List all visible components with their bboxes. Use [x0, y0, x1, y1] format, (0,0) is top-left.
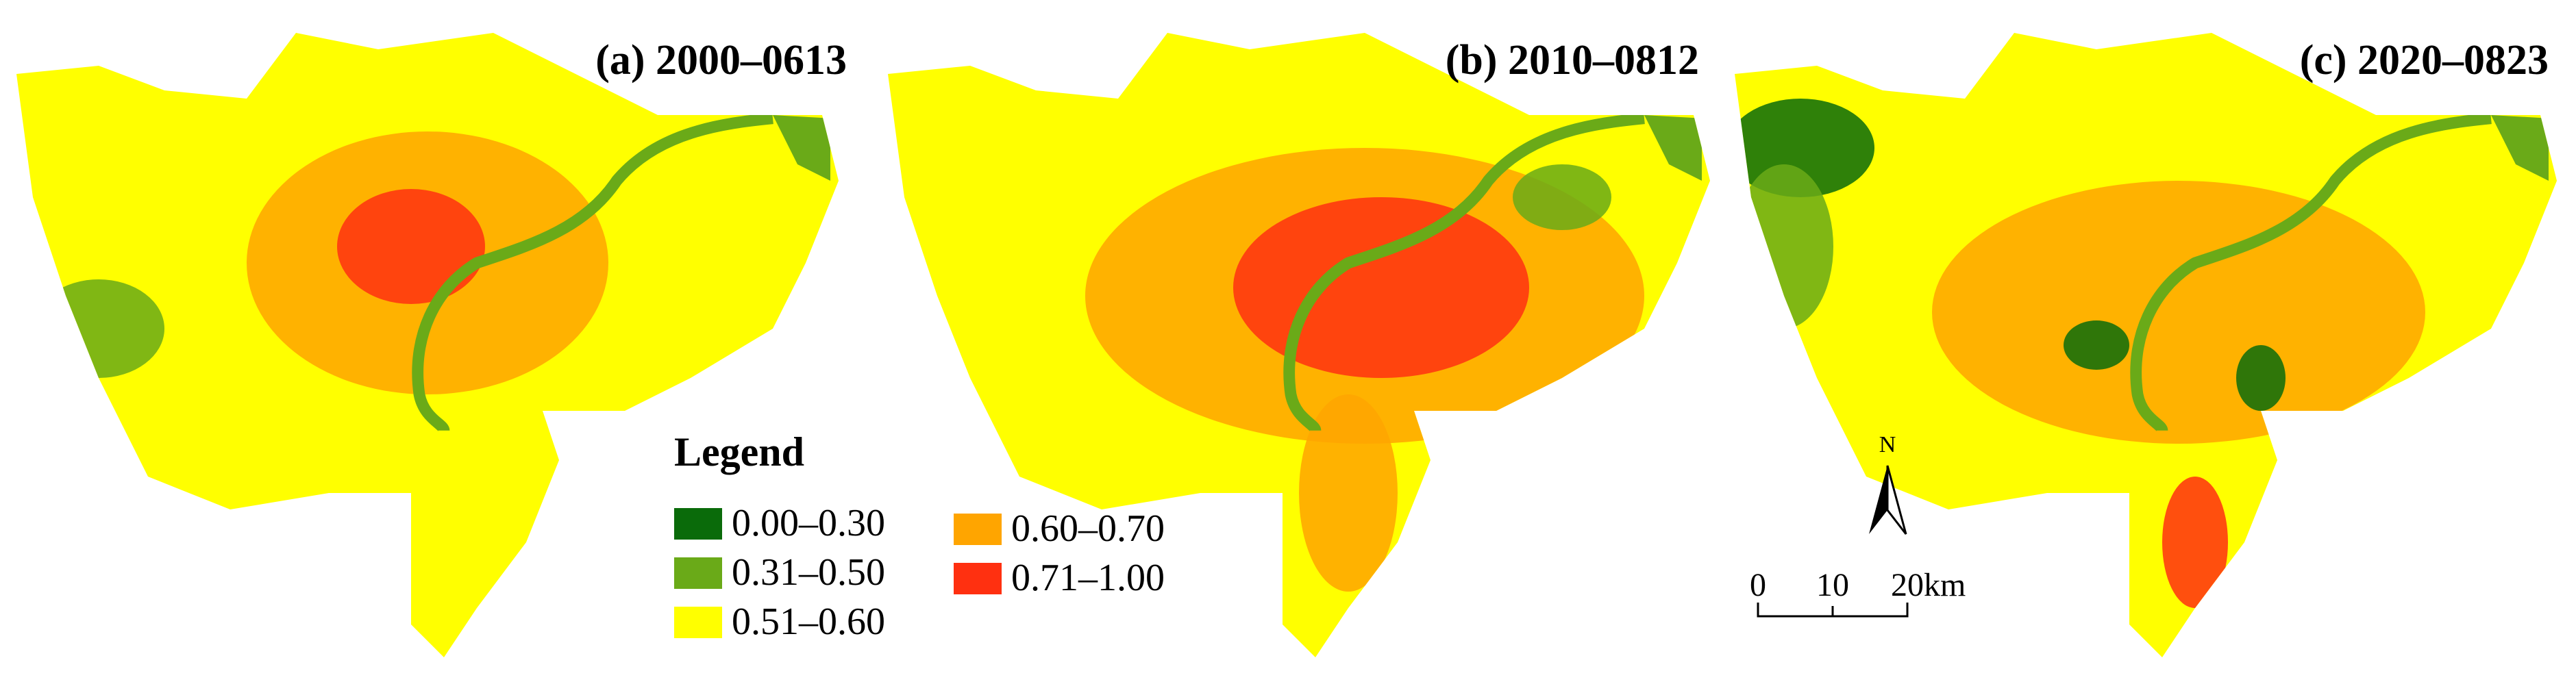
map-fill — [16, 33, 839, 658]
legend-label: 0.71–1.00 — [1011, 557, 1165, 599]
river-bank — [773, 115, 830, 181]
map-zone — [2236, 345, 2286, 411]
panel-title: (b) 2010–0812 — [1446, 37, 1699, 84]
legend-swatch — [954, 514, 1002, 545]
scale-label: 20km — [1891, 567, 1966, 603]
scale-label: 0 — [1750, 567, 1766, 603]
north-label: N — [1879, 432, 1896, 457]
panel-title: (c) 2020–0823 — [2300, 37, 2549, 84]
legend-label: 0.00–0.30 — [732, 502, 885, 544]
legend-label: 0.31–0.50 — [732, 551, 885, 594]
map-zone — [1735, 164, 1834, 329]
map-zone — [1932, 181, 2425, 444]
legend-swatch — [674, 508, 722, 540]
scale-bar: 0 10 20km — [1750, 567, 1966, 618]
legend-swatch — [954, 563, 1002, 594]
map-zone — [33, 279, 165, 378]
north-arrow: N — [1869, 432, 1907, 535]
river — [2130, 112, 2492, 433]
map-fill — [888, 33, 1711, 658]
map-zone — [1299, 394, 1398, 592]
river — [412, 112, 773, 433]
map-zone — [1233, 197, 1529, 378]
legend-swatch — [674, 607, 722, 638]
arrow-half — [1886, 465, 1907, 535]
arrow-half — [1869, 466, 1887, 534]
titles: (a) 2000–0613 (b) 2010–0812 (c) 2020–082… — [595, 37, 2549, 84]
river — [1283, 112, 1645, 433]
river-bank — [2491, 115, 2549, 181]
legend-label: 0.51–0.60 — [732, 601, 885, 643]
map-zone — [2162, 477, 2228, 609]
map-zone — [337, 189, 485, 305]
legend-title: Legend — [674, 429, 804, 475]
scale-line — [1757, 603, 1909, 618]
legend-swatch — [674, 557, 722, 589]
map-panel — [16, 33, 839, 658]
map-panel — [888, 33, 1711, 658]
legend: Legend 0.00–0.30 0.31–0.50 0.51–0.60 0.60–0… — [674, 429, 1165, 643]
river-bank — [1644, 115, 1702, 181]
panel-title: (a) 2000–0613 — [595, 37, 847, 84]
map-zone — [2064, 320, 2129, 370]
legend-label: 0.60–0.70 — [1011, 507, 1165, 550]
scale-label: 10 — [1816, 567, 1849, 603]
map-zone — [1513, 164, 1611, 230]
